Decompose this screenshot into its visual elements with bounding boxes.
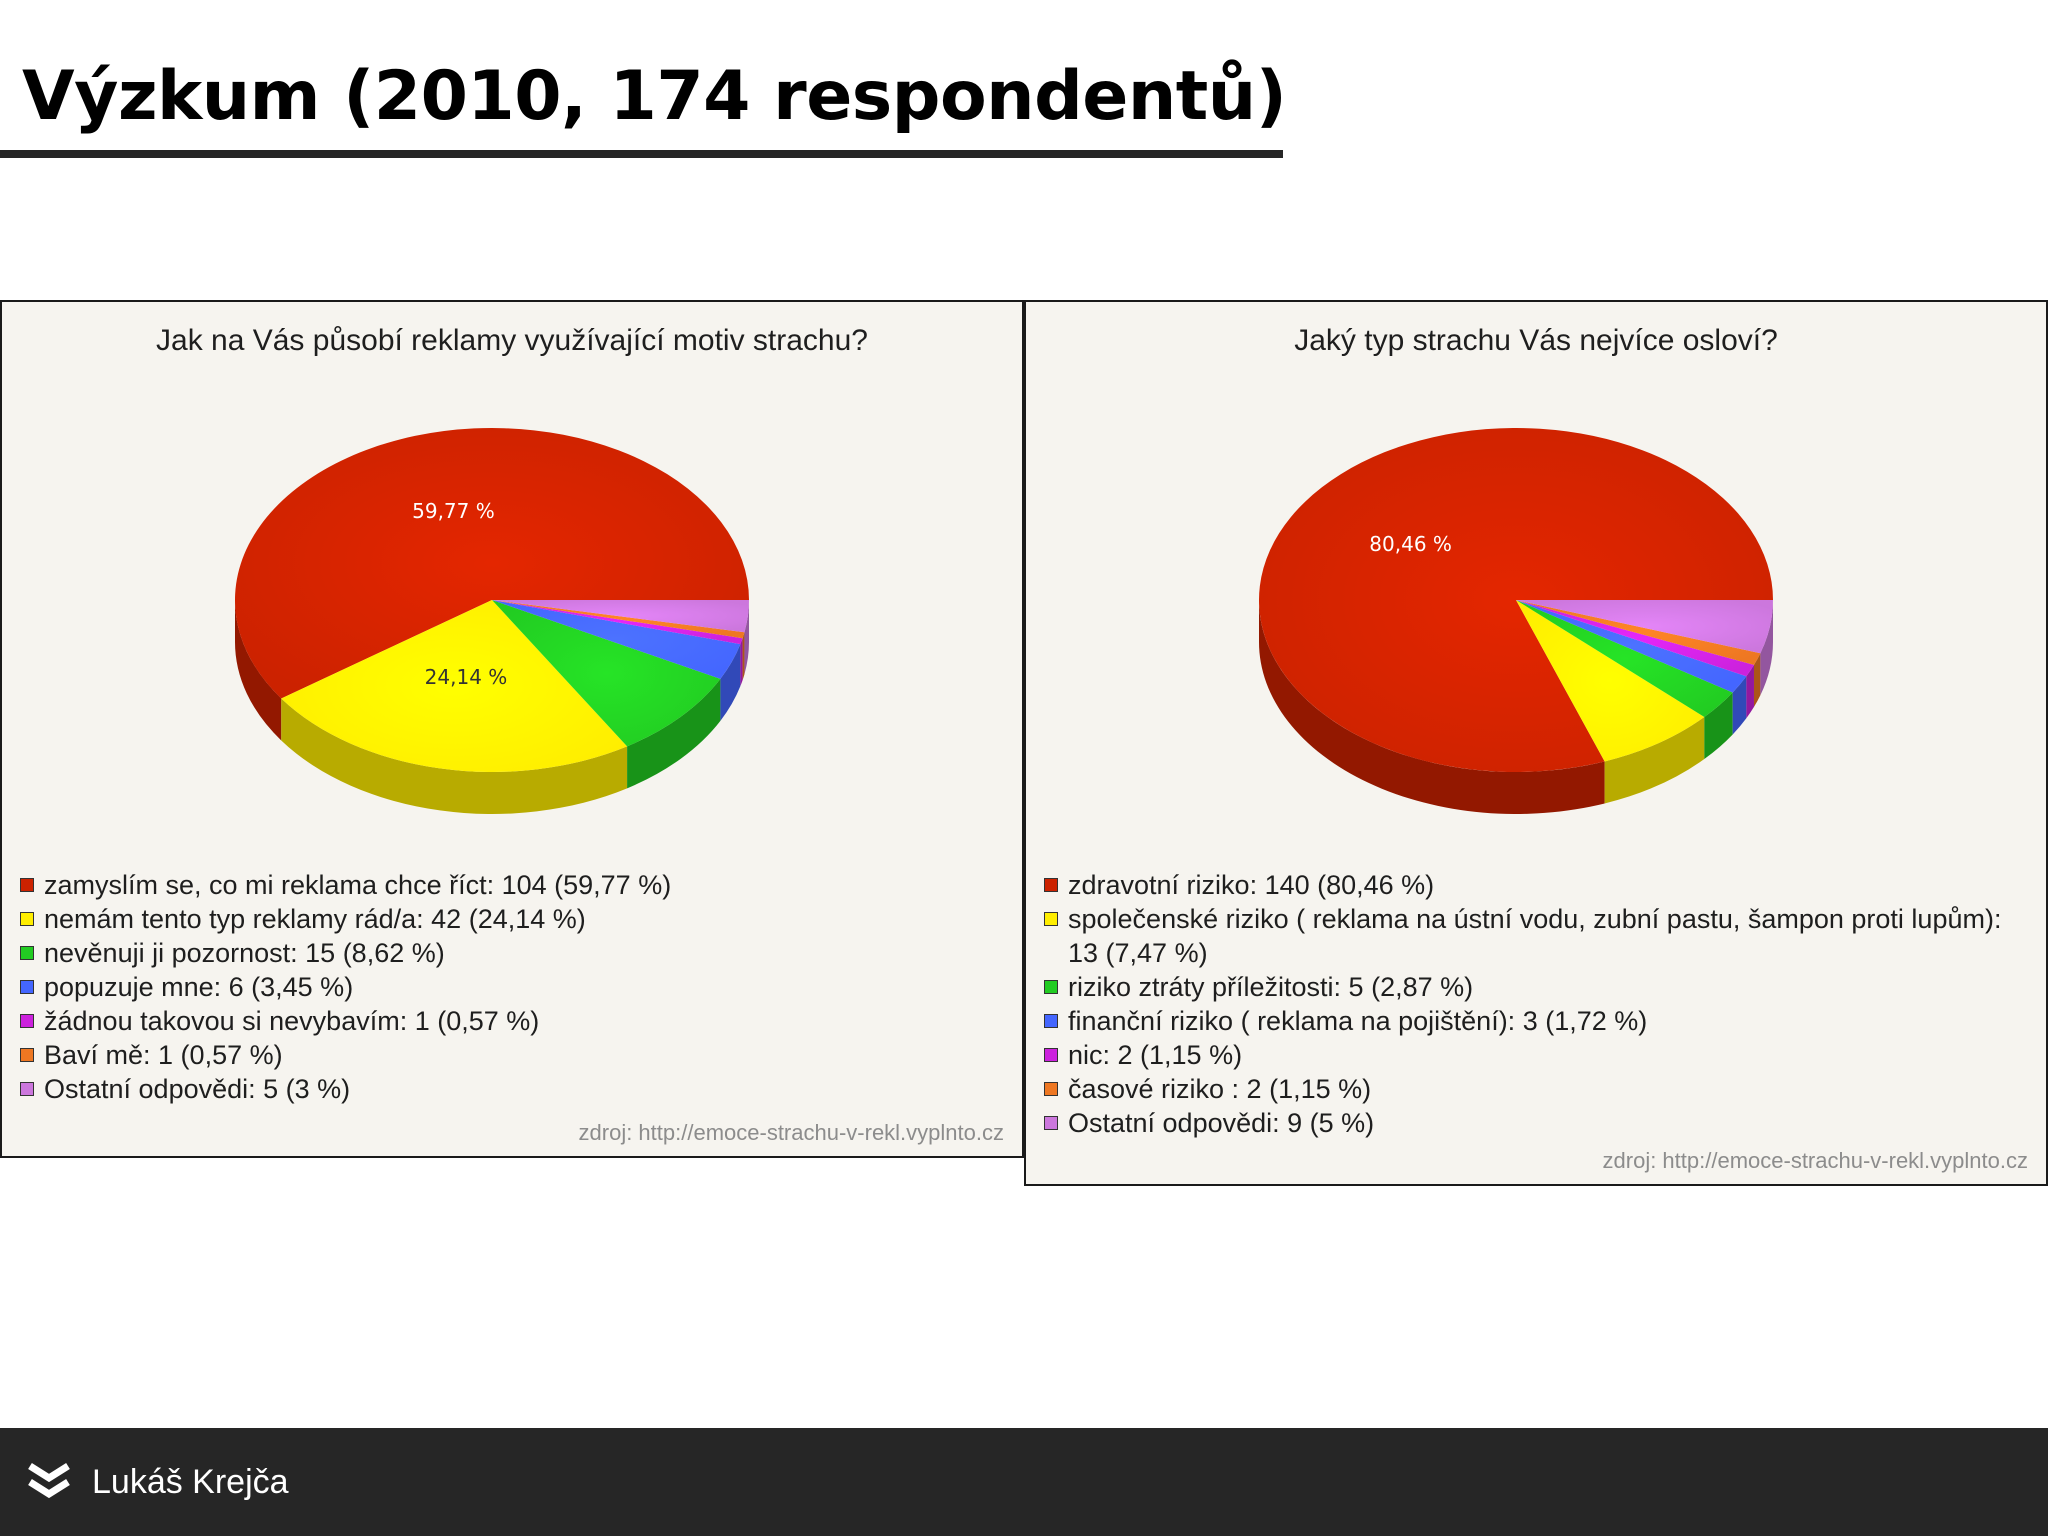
chart-legend: zamyslím se, co mi reklama chce říct: 10… (20, 868, 1010, 1106)
chart-title: Jak na Vás působí reklamy využívající mo… (156, 324, 868, 357)
pie-data-label: 24,14 % (425, 665, 508, 689)
legend-label: žádnou takovou si nevybavím: 1 (0,57 %) (44, 1006, 540, 1036)
legend-swatch (1044, 1014, 1058, 1028)
legend-label: Baví mě: 1 (0,57 %) (44, 1040, 283, 1070)
slide-title: Výzkum (2010, 174 respondentů) (22, 57, 1287, 136)
pie-slice-side (1753, 653, 1761, 707)
author-name: Lukáš Krejča (92, 1463, 289, 1501)
legend-swatch (1044, 1082, 1058, 1096)
chart-source: zdroj: http://emoce-strachu-v-rekl.vypln… (578, 1120, 1004, 1145)
legend-label: nemám tento typ reklamy rád/a: 42 (24,14… (44, 904, 586, 934)
pie-slice-side (281, 698, 628, 814)
pie-slice (234, 428, 749, 699)
legend-item: žádnou takovou si nevybavím: 1 (0,57 %) (20, 1004, 1010, 1038)
legend-label: společenské riziko ( reklama na ústní vo… (1068, 904, 2002, 968)
chart-panel-fear-type: Jaký typ strachu Vás nejvíce osloví? 80,… (1024, 300, 2048, 1186)
pie-slice-side (1732, 676, 1747, 735)
pie-slice-side (1746, 664, 1754, 719)
legend-label: popuzuje mne: 6 (3,45 %) (44, 972, 354, 1002)
pie-slice (1516, 600, 1747, 693)
legend-swatch (1044, 912, 1058, 926)
chart-legend: zdravotní riziko: 140 (80,46 %) společens… (1044, 868, 2034, 1140)
legend-swatch (1044, 980, 1058, 994)
legend-label: finanční riziko ( reklama na pojištění):… (1068, 1006, 1648, 1036)
pie-slice (492, 600, 721, 747)
legend-label: nevěnuji ji pozornost: 15 (8,62 %) (44, 938, 445, 968)
footer-bar: Lukáš Krejča (0, 1428, 2048, 1536)
legend-swatch (20, 980, 34, 994)
pie-slice-side (744, 600, 749, 675)
legend-item: riziko ztráty příležitosti: 5 (2,87 %) (1044, 970, 2034, 1004)
chart-source: zdroj: http://emoce-strachu-v-rekl.vypln… (1602, 1148, 2028, 1173)
pie-slice-side (1604, 717, 1705, 804)
double-chevron-logo-icon (28, 1463, 70, 1499)
legend-label: Ostatní odpovědi: 9 (5 %) (1068, 1108, 1375, 1138)
legend-item: společenské riziko ( reklama na ústní vo… (1044, 902, 2034, 970)
legend-item: časové riziko : 2 (1,15 %) (1044, 1072, 2034, 1106)
legend-item: popuzuje mne: 6 (3,45 %) (20, 970, 1010, 1004)
legend-item: Ostatní odpovědi: 5 (3 %) (20, 1072, 1010, 1106)
legend-item: finanční riziko ( reklama na pojištění):… (1044, 1004, 2034, 1038)
pie-slice-side (627, 678, 721, 789)
legend-swatch (20, 1014, 34, 1028)
legend-item: nemám tento typ reklamy rád/a: 42 (24,14… (20, 902, 1010, 936)
legend-item: zamyslím se, co mi reklama chce říct: 10… (20, 868, 1010, 902)
pie-slice (1516, 600, 1705, 762)
pie-slice (492, 600, 745, 639)
pie-slice-side (1259, 600, 1605, 814)
legend-item: Ostatní odpovědi: 9 (5 %) (1044, 1106, 2034, 1140)
pie-slice-side (1704, 692, 1733, 760)
pie-slice (1516, 600, 1761, 665)
legend-label: zdravotní riziko: 140 (80,46 %) (1068, 870, 1435, 900)
pie-slice-side (235, 600, 282, 741)
pie-chart-fear-type: 80,46 % (1259, 428, 1773, 814)
pie-slice (1516, 600, 1733, 718)
legend-label: zamyslím se, co mi reklama chce říct: 10… (44, 870, 672, 900)
legend-item: nevěnuji ji pozornost: 15 (8,62 %) (20, 936, 1010, 970)
legend-label: Ostatní odpovědi: 5 (3 %) (44, 1074, 351, 1104)
legend-swatch (1044, 878, 1058, 892)
pie-slice (492, 600, 749, 633)
legend-item: nic: 2 (1,15 %) (1044, 1038, 2034, 1072)
pie-data-label: 80,46 % (1369, 532, 1452, 556)
pie-chart-fear-ad-effect: 59,77 % 24,14 % (234, 428, 749, 814)
pie-slice (492, 600, 743, 645)
pie-slice (1516, 600, 1754, 677)
legend-item: zdravotní riziko: 140 (80,46 %) (1044, 868, 2034, 902)
pie-slice-side (740, 638, 743, 687)
pie-slice (281, 600, 628, 772)
legend-item: Baví mě: 1 (0,57 %) (20, 1038, 1010, 1072)
legend-swatch (20, 912, 34, 926)
legend-swatch (20, 946, 34, 960)
chart-title: Jaký typ strachu Vás nejvíce osloví? (1294, 324, 1778, 357)
pie-slice-side (720, 644, 741, 721)
legend-swatch (1044, 1048, 1058, 1062)
pie-slice (1516, 600, 1773, 654)
pie-slice-side (742, 632, 745, 681)
legend-label: časové riziko : 2 (1,15 %) (1068, 1074, 1372, 1104)
title-underline (0, 150, 1283, 158)
pie-slice-side (1760, 600, 1773, 696)
legend-label: riziko ztráty příležitosti: 5 (2,87 %) (1068, 972, 1474, 1002)
legend-swatch (20, 1048, 34, 1062)
legend-swatch (20, 1082, 34, 1096)
legend-swatch (20, 878, 34, 892)
legend-label: nic: 2 (1,15 %) (1068, 1040, 1243, 1070)
chart-panel-fear-ad-effect: Jak na Vás působí reklamy využívající mo… (0, 300, 1024, 1158)
legend-swatch (1044, 1116, 1058, 1130)
pie-slice (492, 600, 741, 679)
pie-data-label: 59,77 % (412, 499, 495, 523)
